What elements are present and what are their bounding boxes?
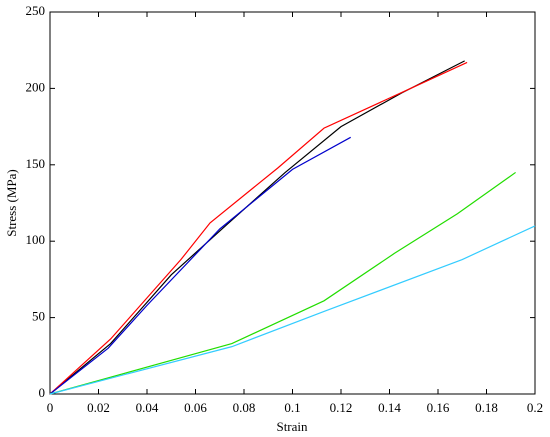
y-tick-label: 250 <box>26 3 46 18</box>
x-tick-label: 0.08 <box>233 400 256 415</box>
x-tick-label: 0.06 <box>184 400 207 415</box>
series-line <box>49 61 468 395</box>
series-line <box>49 171 516 395</box>
x-tick-label: 0.18 <box>475 400 498 415</box>
x-tick-label: 0.1 <box>284 400 300 415</box>
y-tick-label: 150 <box>26 156 46 171</box>
y-tick-label: 50 <box>32 309 45 324</box>
x-tick-label: 0 <box>47 400 54 415</box>
y-tick-label: 100 <box>26 232 46 247</box>
series-line <box>49 225 536 395</box>
x-tick-label: 0.12 <box>330 400 353 415</box>
x-tick-label: 0.14 <box>378 400 401 415</box>
x-axis-label: Strain <box>276 419 308 434</box>
x-tick-label: 0.2 <box>527 400 543 415</box>
series-line <box>49 136 351 395</box>
y-tick-label: 0 <box>39 385 46 400</box>
x-tick-label: 0.04 <box>136 400 159 415</box>
x-tick-label: 0.02 <box>87 400 110 415</box>
y-tick-label: 200 <box>26 79 46 94</box>
x-tick-label: 0.16 <box>427 400 450 415</box>
plot-frame <box>49 11 536 395</box>
y-axis-label: Stress (MPa) <box>4 169 19 237</box>
